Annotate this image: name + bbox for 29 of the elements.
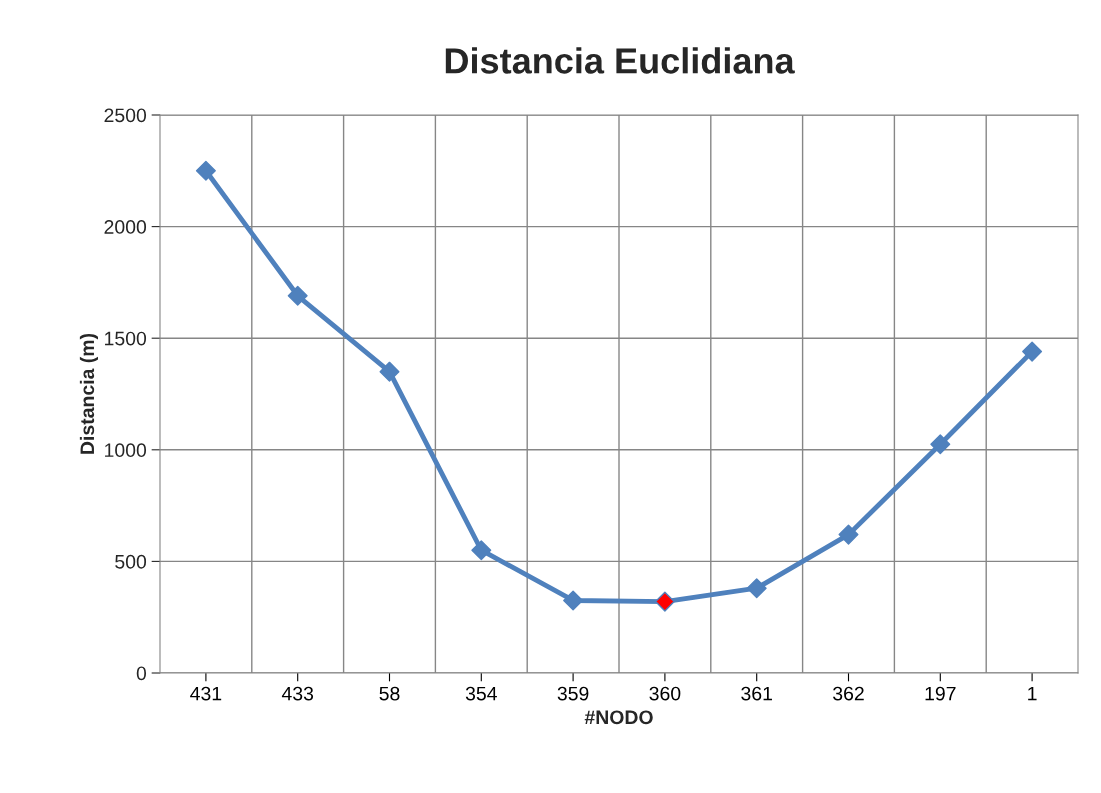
x-tick-label: 354 bbox=[465, 686, 497, 701]
x-tick-label: 361 bbox=[741, 686, 772, 701]
y-tick-label: 2000 bbox=[104, 220, 147, 234]
y-tick-label: 2500 bbox=[104, 108, 147, 123]
point bbox=[746, 578, 767, 599]
chart-title: Distancia Euclidiana bbox=[445, 47, 795, 74]
x-axis-title: #NODO bbox=[584, 710, 653, 725]
y-tick-label: 1000 bbox=[105, 443, 147, 458]
x-tick-label: 433 bbox=[281, 686, 314, 701]
y-tick-label: 500 bbox=[115, 554, 147, 569]
x-tick-label: 362 bbox=[833, 686, 864, 701]
point bbox=[838, 524, 859, 545]
point bbox=[563, 590, 584, 611]
point bbox=[930, 434, 951, 455]
x-tick-label: 360 bbox=[649, 686, 681, 701]
y-tick-label: 1500 bbox=[105, 331, 147, 346]
x-tick-label: 58 bbox=[379, 686, 400, 701]
point bbox=[195, 160, 216, 181]
y-axis-title: Distancia (m) bbox=[79, 333, 98, 454]
point bbox=[1022, 341, 1043, 362]
x-tick-label: 1 bbox=[1028, 686, 1037, 701]
x-tick-label: 197 bbox=[925, 686, 956, 701]
x-tick-label: 431 bbox=[190, 686, 222, 701]
point bbox=[654, 591, 675, 612]
point bbox=[471, 540, 492, 561]
x-tick-label: 359 bbox=[557, 686, 589, 701]
point bbox=[287, 285, 308, 306]
point bbox=[379, 361, 400, 382]
y-tick-label: 0 bbox=[136, 666, 147, 681]
